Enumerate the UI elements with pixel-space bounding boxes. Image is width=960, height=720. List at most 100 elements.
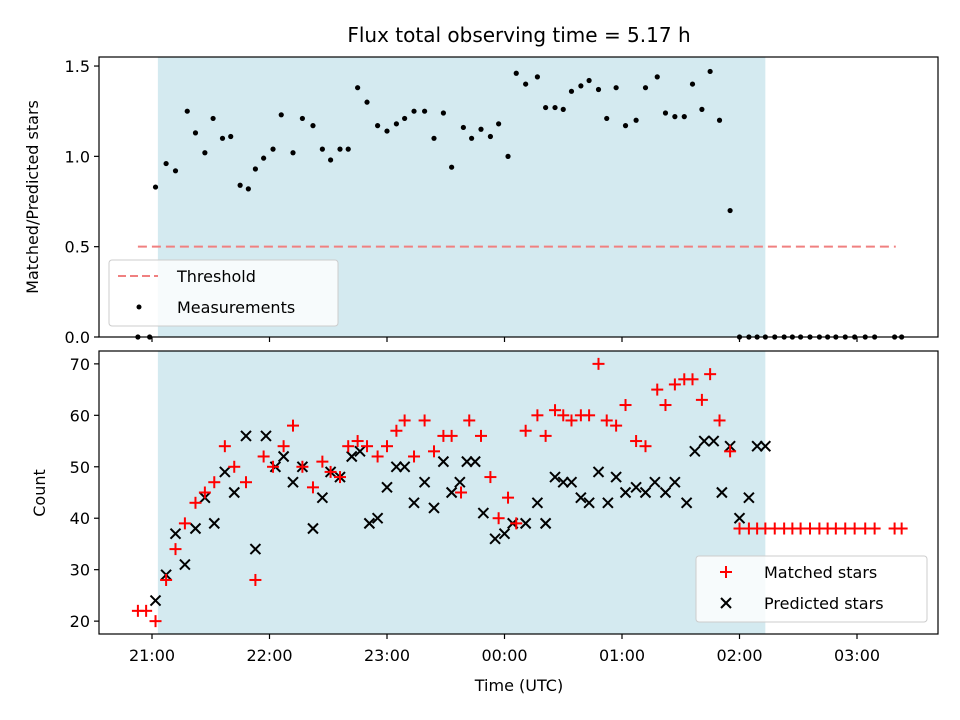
matched-star-point bbox=[639, 440, 652, 453]
measurement-point bbox=[440, 110, 446, 116]
measurement-point bbox=[228, 133, 234, 140]
x-tick-label: 00:00 bbox=[481, 646, 527, 665]
measurement-point bbox=[152, 184, 159, 190]
matched-star-point bbox=[492, 512, 505, 525]
measurement-point bbox=[622, 123, 629, 129]
predicted-star-point bbox=[428, 502, 440, 514]
y-tick-label: 0.0 bbox=[65, 328, 90, 347]
measurement-point bbox=[290, 150, 296, 156]
top-panel: 0.0 0.5 1.0 1.5 Matched/Predicted stars Thr… bbox=[23, 56, 939, 347]
predicted-star-point bbox=[716, 486, 728, 499]
measurement-point bbox=[633, 117, 639, 123]
measurement-point bbox=[568, 88, 575, 94]
predicted-star-point bbox=[743, 491, 755, 504]
top-y-ticks: 0.0 0.5 1.0 1.5 bbox=[65, 57, 99, 347]
y-tick-label: 40 bbox=[70, 509, 90, 528]
predicted-star-point bbox=[583, 497, 595, 509]
predicted-star-point bbox=[408, 497, 420, 509]
matched-star-point bbox=[198, 486, 211, 499]
legend-predicted-label: Predicted stars bbox=[764, 594, 884, 613]
top-legend-box bbox=[108, 259, 339, 327]
measurement-point bbox=[245, 186, 251, 192]
matched-star-point bbox=[218, 440, 231, 453]
matched-star-point bbox=[408, 450, 421, 463]
predicted-star-point bbox=[592, 466, 605, 478]
measurement-point bbox=[345, 146, 351, 152]
matched-star-point bbox=[630, 435, 643, 448]
predicted-star-point bbox=[751, 440, 763, 452]
predicted-star-point bbox=[461, 455, 473, 468]
predicted-star-point bbox=[489, 533, 501, 545]
matched-star-point bbox=[267, 460, 280, 473]
matched-star-point bbox=[418, 414, 431, 427]
measurement-point bbox=[716, 117, 723, 123]
measurement-point bbox=[431, 135, 437, 141]
matched-star-point bbox=[539, 429, 552, 442]
predicted-star-point bbox=[565, 476, 578, 488]
predicted-star-point bbox=[602, 497, 614, 509]
legend-threshold-label: Threshold bbox=[176, 267, 256, 286]
measurement-point bbox=[560, 106, 566, 112]
predicted-star-point bbox=[759, 440, 772, 452]
matched-star-point bbox=[895, 522, 908, 535]
matched-star-point bbox=[361, 440, 374, 453]
predicted-star-point bbox=[390, 461, 403, 473]
predicted-star-point bbox=[381, 481, 393, 494]
matched-star-point bbox=[149, 615, 162, 628]
matched-star-point bbox=[519, 424, 532, 437]
matched-star-point bbox=[659, 399, 672, 412]
measurement-point bbox=[586, 77, 592, 84]
y-tick-label: 70 bbox=[70, 355, 90, 374]
predicted-star-point bbox=[549, 471, 561, 483]
top-legend: Threshold Measurements bbox=[108, 259, 339, 327]
predicted-star-point bbox=[649, 476, 661, 488]
matched-star-point bbox=[583, 409, 596, 422]
top-axes-frame bbox=[98, 56, 939, 338]
matched-star-point bbox=[208, 476, 221, 489]
legend-measurements-label: Measurements bbox=[177, 298, 295, 317]
measurements-points bbox=[135, 68, 905, 340]
measurement-point bbox=[210, 115, 216, 122]
predicted-star-point bbox=[208, 517, 220, 530]
matched-star-point bbox=[592, 357, 605, 370]
measurement-point bbox=[642, 85, 649, 91]
matched-star-point bbox=[557, 409, 570, 422]
matched-star-point bbox=[296, 460, 309, 473]
predicted-star-point bbox=[619, 486, 632, 499]
measurement-point bbox=[384, 128, 390, 134]
predicted-star-point bbox=[418, 476, 431, 488]
predicted-star-point bbox=[575, 491, 587, 504]
bottom-y-axis-label: Count bbox=[30, 469, 49, 517]
measurement-point bbox=[449, 164, 455, 170]
measurement-point bbox=[184, 108, 190, 114]
measurement-point bbox=[543, 104, 549, 111]
predicted-star-point bbox=[610, 471, 622, 483]
y-tick-label: 1.5 bbox=[65, 57, 90, 76]
measurement-point bbox=[699, 106, 705, 112]
matched-star-point bbox=[342, 440, 355, 453]
x-tick-label: 22:00 bbox=[246, 646, 292, 665]
measurement-point bbox=[364, 99, 370, 105]
predicted-star-point bbox=[169, 527, 182, 540]
measurement-point bbox=[513, 70, 519, 76]
measurement-point bbox=[219, 135, 226, 141]
measurement-point bbox=[595, 86, 602, 93]
measurement-point bbox=[523, 81, 529, 87]
measurement-point bbox=[681, 114, 687, 120]
predicted-star-point bbox=[277, 450, 290, 463]
predicted-star-point bbox=[228, 486, 240, 499]
measurement-point bbox=[505, 153, 511, 159]
y-tick-label: 1.0 bbox=[65, 147, 90, 166]
matched-star-point bbox=[695, 393, 708, 406]
x-tick-label: 03:00 bbox=[834, 646, 880, 665]
measurement-point bbox=[252, 166, 258, 172]
matched-star-point bbox=[724, 445, 737, 458]
measurement-point bbox=[672, 114, 678, 120]
measurement-point bbox=[707, 68, 713, 75]
predicted-star-point bbox=[287, 476, 299, 488]
predicted-star-point bbox=[249, 543, 262, 555]
predicted-star-point bbox=[307, 522, 319, 535]
matched-star-point bbox=[324, 465, 337, 478]
matched-star-point bbox=[704, 368, 717, 381]
